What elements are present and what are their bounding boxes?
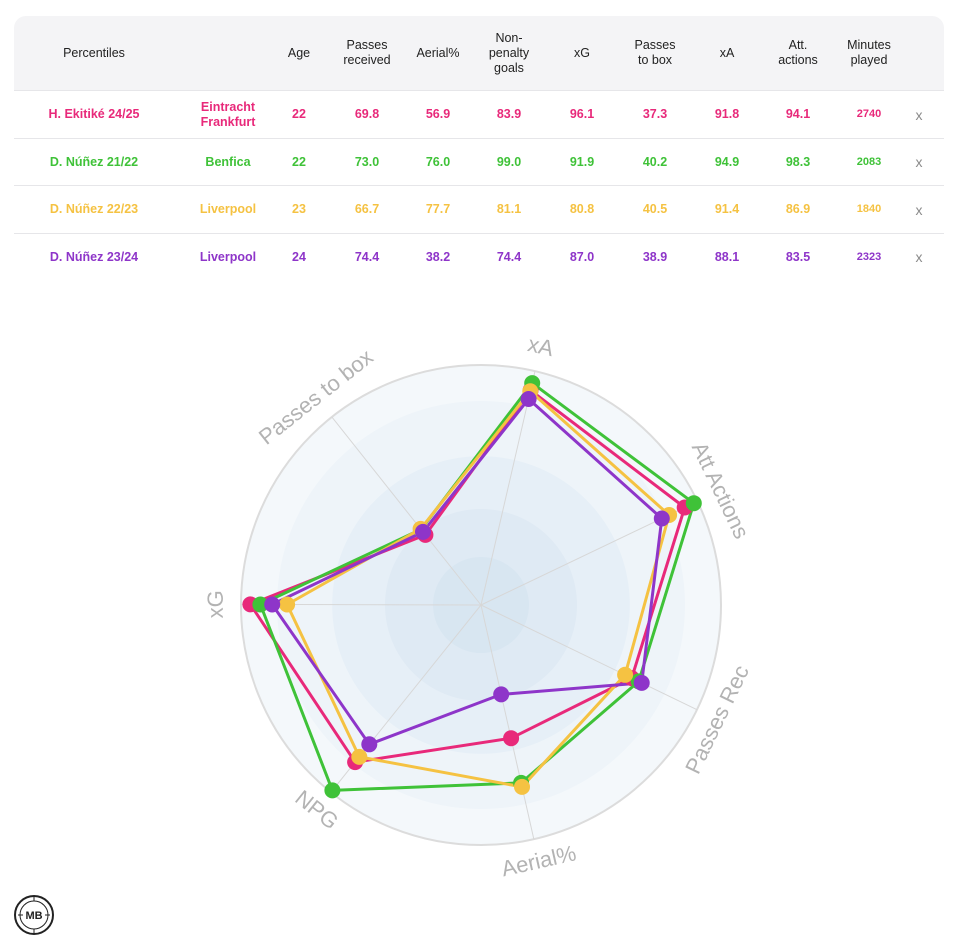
cell-passes-box: 37.3 [642,107,668,121]
cell-npg: 99.0 [496,154,522,169]
cell-passes-received: 73.0 [354,154,380,169]
radar-spoke [331,416,482,606]
table-row: H. Ekitiké 24/25 Eintracht Frankfurt 22 69.… [14,90,944,138]
header-age: Age [287,45,311,60]
cell-att: 94.1 [785,107,811,121]
remove-row-button[interactable]: x [915,106,923,123]
table-header: Percentiles Age Passes received Aerial% … [14,16,944,90]
cell-xg: 87.0 [569,249,595,264]
series-point-1-4 [324,782,341,799]
cell-passes-box: 40.2 [642,154,668,169]
series-point-3-0 [520,391,537,407]
header-minutes: Minutes played [847,38,891,67]
cell-team: Eintracht Frankfurt [200,99,256,129]
cell-player: H. Ekitiké 24/25 [48,107,140,121]
cell-aerial: 38.2 [425,249,451,264]
cell-team: Liverpool [199,202,257,216]
header-xa: xA [719,45,735,60]
cell-team: Benfica [205,154,251,169]
percentiles-table: Percentiles Age Passes received Aerial% … [14,16,944,284]
logo-text: MB [25,910,42,922]
cell-att: 98.3 [785,154,811,169]
series-point-3-3 [493,686,510,703]
header-percentiles: Percentiles [63,45,125,60]
cell-age: 22 [292,154,306,169]
series-point-3-1 [653,510,670,527]
cell-xg: 96.1 [569,107,595,121]
cell-team: Liverpool [199,249,257,264]
cell-age: 23 [292,202,306,216]
table-row: D. Núñez 23/24 Liverpool 24 74.4 38.2 74.4 87.… [14,232,944,281]
cell-aerial: 56.9 [425,107,451,121]
series-line-0 [248,388,687,764]
cell-npg: 83.9 [496,107,522,121]
header-xg: xG [574,45,590,60]
table-row: D. Núñez 21/22 Benfica 22 73.0 76.0 99.0 91.9 4… [14,137,944,186]
cell-npg: 81.1 [496,202,522,216]
header-passes-box: Passes to box [634,38,676,67]
axis-label: xA [525,331,556,361]
cell-player: D. Núñez 23/24 [49,249,139,264]
cell-minutes: 2740 [856,108,882,120]
series-point-1-1 [685,495,702,512]
series-point-3-5 [264,596,281,613]
series-point-2-2 [617,666,634,683]
radar-spoke [480,371,536,606]
series-point-2-3 [514,778,530,795]
radar-outer-ring [240,364,722,846]
cell-xg: 91.9 [569,154,595,169]
cell-npg: 74.4 [496,249,522,264]
cell-passes-box: 40.5 [642,202,668,216]
cell-passes-received: 69.8 [354,107,380,121]
series-point-3-2 [633,674,650,691]
cell-age: 22 [292,107,306,121]
axis-label: Aerial% [499,840,578,881]
axis-label: xG [203,590,228,618]
series-point-1-5 [252,596,269,613]
header-passes-received: Passes received [343,38,391,67]
cell-xg: 80.8 [569,202,595,216]
cell-xa: 91.4 [714,202,740,216]
cell-xa: 91.8 [714,107,740,121]
series-point-3-4 [361,736,378,753]
series-point-3-6 [415,523,431,540]
cell-xa: 88.1 [714,249,740,264]
series-point-2-4 [351,748,368,765]
radar-spoke [480,604,535,840]
cell-passes-received: 74.4 [354,249,380,264]
cell-player: D. Núñez 22/23 [49,202,139,216]
series-line-2 [285,389,671,789]
header-aerial: Aerial% [416,45,460,60]
remove-row-button[interactable]: x [915,201,923,218]
cell-passes-received: 66.7 [354,202,380,216]
cell-minutes: 2083 [856,155,882,168]
cell-player: D. Núñez 21/22 [49,154,139,169]
cell-minutes: 2323 [856,250,882,263]
remove-row-button[interactable]: x [915,154,923,170]
radar-spoke [480,604,698,711]
cell-minutes: 1840 [856,203,882,215]
cell-passes-box: 38.9 [642,249,668,264]
header-npg: Non- penalty goals [488,30,530,75]
table-row: D. Núñez 22/23 Liverpool 23 66.7 77.7 81.1 80.… [14,185,944,233]
cell-age: 24 [292,249,306,264]
cell-xa: 94.9 [714,154,740,169]
header-att-actions: Att. actions [778,38,818,67]
series-point-0-3 [503,730,520,747]
cell-aerial: 76.0 [425,154,451,169]
mb-logo: MB [14,895,54,935]
cell-att: 83.5 [785,249,811,264]
series-line-1 [258,381,696,792]
cell-aerial: 77.7 [425,202,451,216]
series-point-2-5 [279,596,296,613]
cell-att: 86.9 [785,202,811,216]
remove-row-button[interactable]: x [915,249,923,265]
series-line-3 [270,397,664,746]
